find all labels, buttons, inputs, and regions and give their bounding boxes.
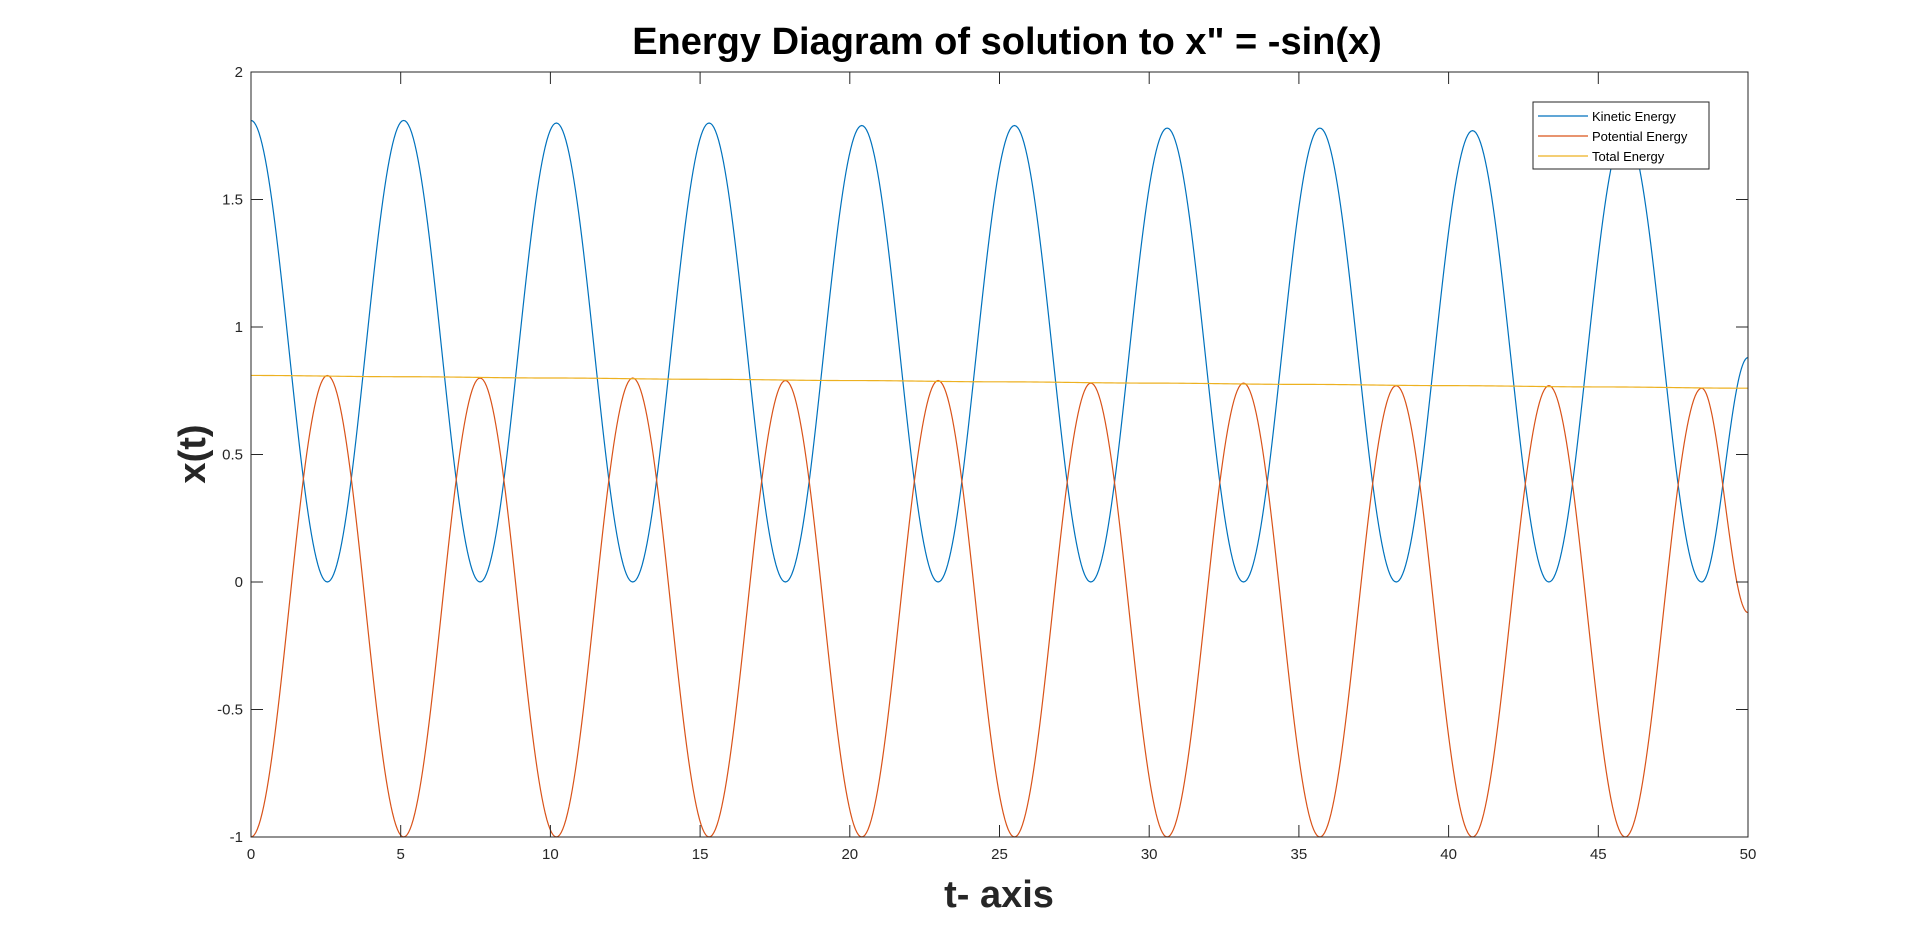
x-tick-label: 10 [542,846,559,863]
x-tick-label: 50 [1740,846,1757,863]
y-tick-label: -1 [230,829,243,846]
legend[interactable]: Kinetic Energy Potential Energy Total En… [1533,102,1709,169]
y-tick-label: -0.5 [217,702,243,719]
legend-label-total-energy: Total Energy [1592,149,1665,164]
y-tick-label: 0 [235,574,243,591]
x-tick-label: 25 [991,846,1008,863]
x-tick-label: 15 [692,846,709,863]
plot-area [251,72,1748,837]
y-axis-label: x(t) [172,424,214,483]
chart-title: Energy Diagram of solution to x" = -sin(… [632,21,1382,63]
x-axis-label: t- axis [944,874,1054,916]
legend-label-potential-energy: Potential Energy [1592,129,1688,144]
x-tick-label: 0 [247,846,255,863]
x-tick-label: 35 [1291,846,1308,863]
x-tick-label: 5 [397,846,405,863]
x-tick-label: 20 [841,846,858,863]
x-tick-label: 40 [1440,846,1457,863]
y-tick-label: 1 [235,319,243,336]
y-tick-label: 1.5 [222,192,243,209]
y-tick-label: 0.5 [222,447,243,464]
legend-label-kinetic-energy: Kinetic Energy [1592,109,1676,124]
y-tick-label: 2 [235,64,243,81]
x-tick-label: 45 [1590,846,1607,863]
x-tick-label: 30 [1141,846,1158,863]
